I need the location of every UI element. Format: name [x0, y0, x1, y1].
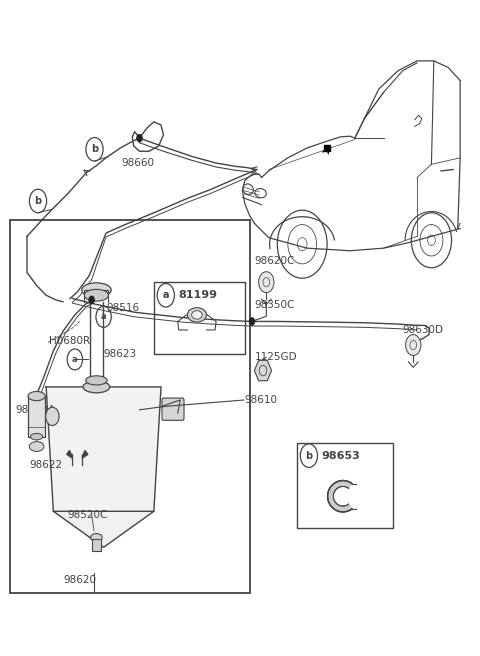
Text: a: a: [101, 312, 107, 321]
Text: b: b: [91, 144, 98, 154]
Ellipse shape: [28, 392, 45, 401]
Bar: [10, 220, 250, 593]
Bar: [28, 396, 45, 437]
Circle shape: [89, 296, 95, 304]
Circle shape: [249, 318, 255, 325]
Polygon shape: [67, 451, 72, 459]
FancyBboxPatch shape: [162, 398, 184, 420]
Circle shape: [259, 272, 274, 293]
Text: 1125GD: 1125GD: [254, 352, 297, 363]
Ellipse shape: [192, 311, 202, 319]
Ellipse shape: [86, 376, 107, 385]
Bar: [298, 443, 393, 527]
Text: b: b: [35, 196, 42, 206]
Text: 98520C: 98520C: [68, 510, 108, 520]
Text: 98510A: 98510A: [15, 405, 55, 415]
Text: 98622: 98622: [29, 461, 62, 470]
Text: 98620C: 98620C: [254, 256, 295, 266]
Text: 98620: 98620: [63, 575, 96, 585]
Bar: [92, 539, 101, 550]
Polygon shape: [53, 511, 154, 547]
Text: 98610: 98610: [245, 395, 278, 405]
Text: 98630D: 98630D: [403, 325, 444, 335]
Ellipse shape: [83, 381, 110, 393]
Text: a: a: [72, 355, 78, 364]
Bar: [154, 282, 245, 354]
Polygon shape: [46, 387, 161, 511]
Polygon shape: [328, 481, 352, 512]
Text: b: b: [305, 451, 312, 461]
Text: 98350C: 98350C: [254, 300, 295, 310]
Text: 98653: 98653: [322, 451, 360, 461]
Ellipse shape: [187, 308, 206, 322]
Text: 81199: 81199: [179, 290, 218, 300]
Circle shape: [406, 335, 421, 356]
Circle shape: [137, 134, 143, 142]
Text: 98660: 98660: [122, 158, 155, 168]
Polygon shape: [82, 451, 88, 459]
Text: a: a: [163, 290, 169, 300]
Text: 98516: 98516: [106, 303, 139, 314]
Ellipse shape: [31, 434, 43, 440]
Circle shape: [46, 407, 59, 426]
Text: 98623: 98623: [104, 349, 137, 359]
Text: H0680R: H0680R: [48, 336, 90, 346]
Ellipse shape: [82, 283, 111, 297]
Ellipse shape: [29, 441, 44, 451]
Ellipse shape: [91, 533, 102, 541]
Ellipse shape: [84, 289, 108, 301]
